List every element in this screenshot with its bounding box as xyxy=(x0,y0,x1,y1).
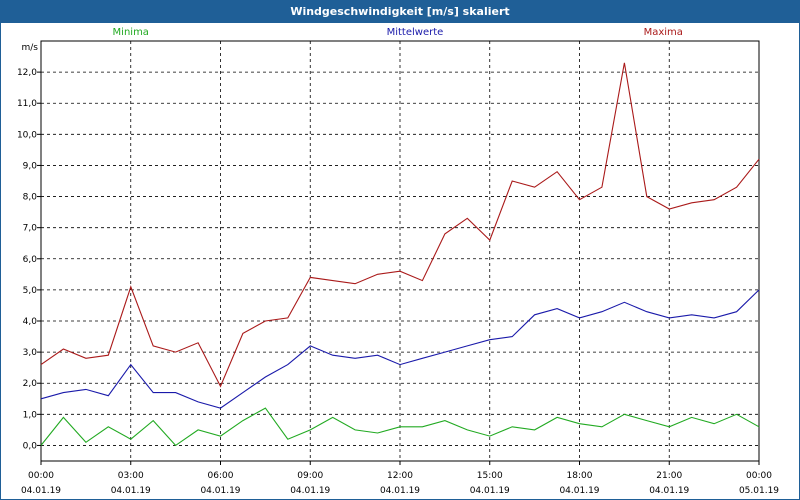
y-tick-label: 4,0 xyxy=(23,317,38,327)
window-title: Windgeschwindigkeit [m/s] skaliert xyxy=(1,1,799,23)
x-tick-time: 00:00 xyxy=(746,471,772,481)
x-tick-date: 04.01.19 xyxy=(470,486,510,496)
legend-entry-maxima: Maxima xyxy=(644,27,683,38)
series-line-minima xyxy=(40,407,760,447)
y-tick-label: 3,0 xyxy=(23,348,38,358)
y-tick-label: 9,0 xyxy=(23,161,38,171)
y-tick-label: 11,0 xyxy=(17,99,37,109)
x-tick-date: 05.01.19 xyxy=(739,486,779,496)
legend-entry-mittelwerte: Mittelwerte xyxy=(387,27,444,38)
x-tick-date: 04.01.19 xyxy=(380,486,420,496)
x-tick-date: 04.01.19 xyxy=(290,486,330,496)
x-tick-time: 15:00 xyxy=(477,471,503,481)
legend: Minima Mittelwerte Maxima xyxy=(113,27,683,38)
legend-entry-minima: Minima xyxy=(113,27,149,38)
y-tick-label: 5,0 xyxy=(23,286,38,296)
y-tick-label: 1,0 xyxy=(23,410,38,420)
y-tick-label: 7,0 xyxy=(23,224,38,234)
line-chart: m/s 0,0 1,0 2,0 3,0 4,0 5,0 6,0 7,0 8,0 9,0 10,0 11,… xyxy=(17,27,779,496)
x-tick-time: 12:00 xyxy=(387,471,413,481)
x-tick-time: 00:00 xyxy=(28,471,54,481)
grid-lines xyxy=(41,41,759,461)
x-tick-time: 18:00 xyxy=(567,471,593,481)
y-axis-unit: m/s xyxy=(22,43,39,53)
y-axis: m/s 0,0 1,0 2,0 3,0 4,0 5,0 6,0 7,0 8,0 9,0 10,0 11,… xyxy=(17,43,41,451)
x-tick-time: 03:00 xyxy=(118,471,144,481)
x-tick-date: 04.01.19 xyxy=(559,486,599,496)
x-tick-date: 04.01.19 xyxy=(21,486,61,496)
x-tick-time: 09:00 xyxy=(297,471,323,481)
y-tick-label: 12,0 xyxy=(17,68,37,78)
y-tick-label: 8,0 xyxy=(23,193,38,203)
series-line-mittelwerte xyxy=(40,289,760,409)
x-axis: 00:00 04.01.19 03:00 04.01.19 06:00 04.01.19 0… xyxy=(21,461,779,496)
x-tick-time: 21:00 xyxy=(656,471,682,481)
y-tick-label: 10,0 xyxy=(17,130,37,140)
y-tick-label: 0,0 xyxy=(23,441,38,451)
x-tick-date: 04.01.19 xyxy=(200,486,240,496)
y-tick-label: 6,0 xyxy=(23,255,38,265)
series-lines xyxy=(40,62,760,447)
x-tick-date: 04.01.19 xyxy=(649,486,689,496)
x-tick-date: 04.01.19 xyxy=(111,486,151,496)
y-tick-label: 2,0 xyxy=(23,379,38,389)
x-tick-time: 06:00 xyxy=(208,471,234,481)
series-line-maxima xyxy=(40,62,760,388)
